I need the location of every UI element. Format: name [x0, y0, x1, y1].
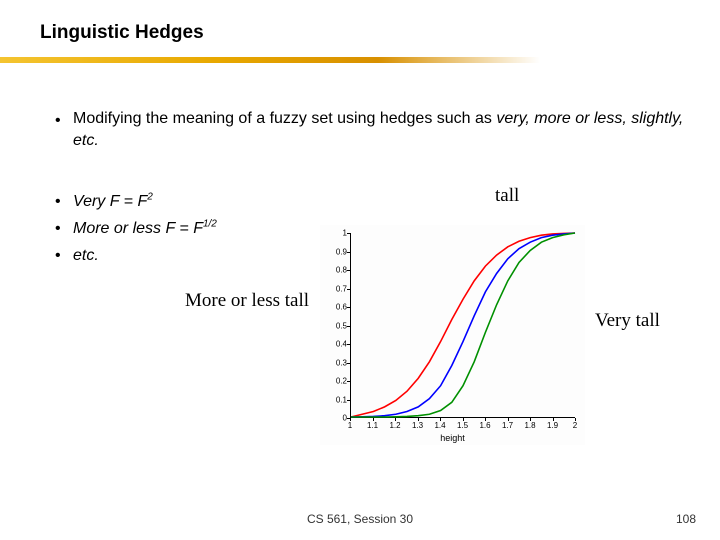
slide-title: Linguistic Hedges	[40, 22, 204, 44]
xtick-mark	[485, 418, 486, 421]
xtick-label: 1.2	[389, 421, 400, 430]
xtick-mark	[350, 418, 351, 421]
membership-chart: 00.10.20.30.40.50.60.70.80.91 11.11.21.3…	[320, 225, 585, 445]
sub-bullet-very: • Very F = F2	[55, 190, 217, 215]
label-tall: tall	[495, 185, 519, 207]
ytick-mark	[347, 307, 350, 308]
ytick-mark	[347, 233, 350, 234]
formula-text: More or less F = F	[73, 220, 203, 237]
bullet-dot: •	[55, 217, 61, 242]
label-very-tall: Very tall	[595, 310, 660, 332]
xtick-label: 1.8	[524, 421, 535, 430]
title-underline	[0, 57, 540, 63]
main-bullet-text: Modifying the meaning of a fuzzy set usi…	[73, 108, 690, 151]
ytick-mark	[347, 363, 350, 364]
ytick-label: 0.9	[336, 247, 347, 256]
sub-bullet-moreless: • More or less F = F1/2	[55, 217, 217, 242]
sub-text: More or less F = F1/2	[73, 220, 217, 237]
xtick-label: 1.1	[367, 421, 378, 430]
curve	[351, 233, 575, 417]
ytick-mark	[347, 289, 350, 290]
xtick-mark	[395, 418, 396, 421]
ytick-mark	[347, 270, 350, 271]
bullet-dot: •	[55, 244, 61, 269]
ytick-mark	[347, 326, 350, 327]
plot-area	[350, 233, 575, 418]
slide-title-block: Linguistic Hedges	[40, 22, 204, 44]
sub-text: etc.	[73, 247, 99, 264]
sub-text: Very F = F2	[73, 193, 153, 210]
ytick-mark	[347, 400, 350, 401]
xtick-mark	[575, 418, 576, 421]
ytick-label: 0.3	[336, 358, 347, 367]
xtick-mark	[553, 418, 554, 421]
chart-xlabel: height	[320, 433, 585, 443]
xtick-mark	[418, 418, 419, 421]
xtick-mark	[463, 418, 464, 421]
curve	[351, 233, 575, 417]
ytick-mark	[347, 381, 350, 382]
sub-bullet-list: • Very F = F2 • More or less F = F1/2 • …	[55, 190, 217, 271]
ytick-label: 0.2	[336, 377, 347, 386]
ytick-label: 0.5	[336, 321, 347, 330]
xtick-label: 1.9	[547, 421, 558, 430]
chart-svg	[351, 233, 575, 417]
ytick-label: 0.1	[336, 395, 347, 404]
xtick-label: 1.3	[412, 421, 423, 430]
main-bullet: • Modifying the meaning of a fuzzy set u…	[55, 108, 690, 151]
ytick-mark	[347, 252, 350, 253]
xtick-label: 1.5	[457, 421, 468, 430]
formula-text: Very F = F	[73, 193, 147, 210]
ytick-label: 0.8	[336, 266, 347, 275]
xtick-mark	[530, 418, 531, 421]
bullet-dot: •	[55, 190, 61, 215]
xtick-label: 1.7	[502, 421, 513, 430]
xtick-label: 1.4	[434, 421, 445, 430]
footer-page-number: 108	[676, 512, 696, 526]
ytick-label: 0.7	[336, 284, 347, 293]
xtick-mark	[440, 418, 441, 421]
xtick-label: 1	[348, 421, 352, 430]
ytick-label: 0.6	[336, 303, 347, 312]
xtick-label: 1.6	[479, 421, 490, 430]
bullet-text-plain: Modifying the meaning of a fuzzy set usi…	[73, 110, 496, 127]
ytick-label: 0.4	[336, 340, 347, 349]
formula-sup: 1/2	[203, 219, 217, 230]
curve	[351, 233, 575, 417]
xtick-label: 2	[573, 421, 577, 430]
xtick-mark	[373, 418, 374, 421]
footer-session: CS 561, Session 30	[0, 512, 720, 526]
bullet-dot: •	[55, 110, 61, 132]
xtick-mark	[508, 418, 509, 421]
formula-sup: 2	[147, 192, 153, 203]
ytick-mark	[347, 344, 350, 345]
label-more-or-less-tall: More or less tall	[185, 290, 309, 312]
sub-bullet-etc: • etc.	[55, 244, 217, 269]
